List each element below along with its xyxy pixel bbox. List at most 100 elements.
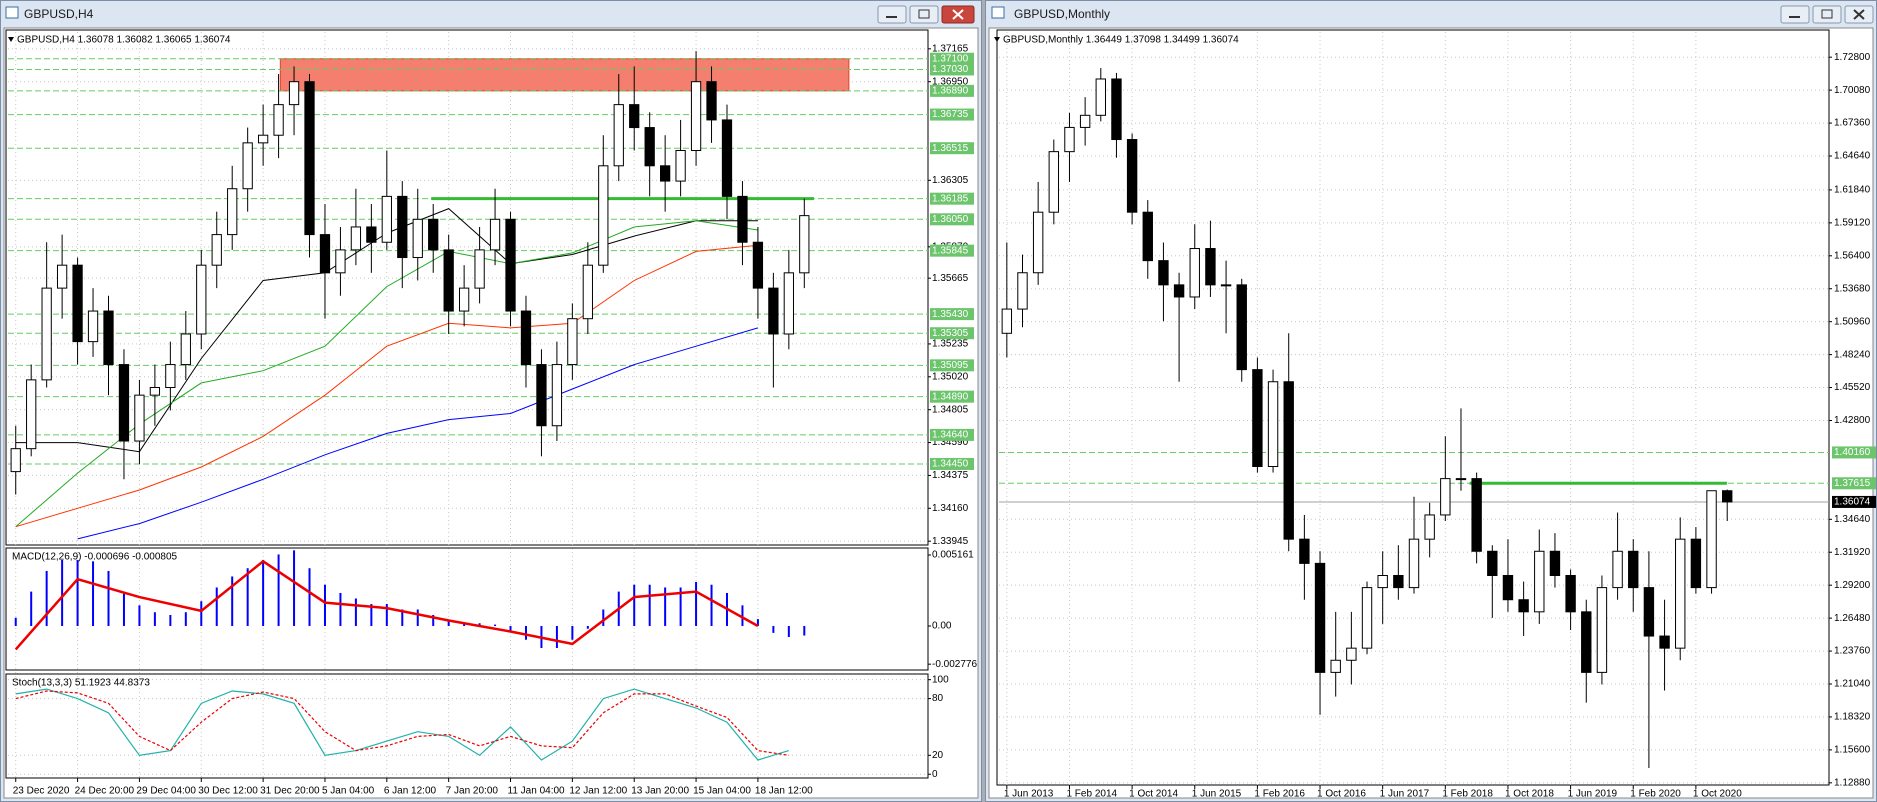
candle-body bbox=[227, 188, 238, 236]
y-tick-label: 1.35020 bbox=[932, 371, 969, 382]
candle-body bbox=[536, 364, 547, 427]
candle-body bbox=[1706, 490, 1717, 589]
candle-body bbox=[1032, 211, 1044, 274]
candle-body bbox=[474, 249, 485, 289]
macd-bar bbox=[586, 625, 589, 629]
y-tick-label: 1.33945 bbox=[932, 536, 969, 547]
time-label: 29 Dec 04:00 bbox=[136, 786, 196, 797]
candle-body bbox=[26, 379, 37, 450]
candle-body bbox=[1455, 478, 1467, 481]
candle-body bbox=[690, 81, 702, 152]
macd-bar bbox=[277, 554, 280, 626]
macd-bar bbox=[432, 614, 435, 626]
chart-area bbox=[988, 27, 1874, 799]
y-tick-label: 1.34590 bbox=[932, 437, 969, 448]
candle-body bbox=[1675, 538, 1686, 649]
minimize-button[interactable] bbox=[1780, 5, 1810, 24]
candle-body bbox=[1393, 574, 1404, 589]
y-tick-label: 1.53680 bbox=[1834, 283, 1871, 294]
time-label: 1 Feb 2018 bbox=[1442, 789, 1493, 800]
y-tick-label: 1.36950 bbox=[932, 76, 969, 87]
candle-body bbox=[1440, 478, 1451, 516]
y-tick-label: 1.37165 bbox=[932, 43, 969, 54]
candle-body bbox=[381, 195, 392, 243]
candle-body bbox=[1643, 587, 1655, 637]
candle-body bbox=[149, 387, 161, 396]
resistance-zone bbox=[279, 58, 850, 92]
price-label-box bbox=[930, 308, 974, 321]
macd-bar bbox=[45, 570, 48, 626]
macd-bar bbox=[122, 591, 125, 626]
candle-body bbox=[1142, 211, 1153, 262]
macd-bar bbox=[184, 612, 187, 626]
macd-bar bbox=[200, 601, 203, 626]
y-tick-label: 1.26480 bbox=[1834, 613, 1871, 624]
macd-bar bbox=[14, 617, 17, 626]
price-pane bbox=[996, 29, 1830, 786]
chart-info: GBPUSD,H4 1.36078 1.36082 1.36065 1.3607… bbox=[17, 35, 231, 46]
y-tick-label: 100 bbox=[932, 674, 949, 685]
candle-body bbox=[1596, 587, 1608, 673]
y-tick-label: 80 bbox=[932, 693, 944, 704]
macd-bar bbox=[571, 625, 574, 640]
y-tick-label: 1.34805 bbox=[932, 404, 969, 415]
candle-body bbox=[41, 287, 52, 381]
candle-body bbox=[1095, 78, 1106, 116]
y-tick-label: 1.72800 bbox=[1834, 52, 1871, 63]
y-tick-label: 1.36305 bbox=[932, 175, 969, 186]
price-label-box bbox=[1832, 477, 1876, 490]
macd-bar bbox=[772, 625, 775, 633]
y-tick-label: 1.12880 bbox=[1834, 777, 1871, 788]
candle-body bbox=[257, 134, 269, 144]
price-label: 1.37030 bbox=[932, 64, 969, 75]
candle-body bbox=[1361, 587, 1373, 649]
price-label: 1.35845 bbox=[932, 245, 969, 256]
minimize-button[interactable] bbox=[877, 5, 907, 24]
y-tick-label: 1.34160 bbox=[932, 503, 969, 514]
stoch-label: Stoch(13,3,3) 51.1923 44.8373 bbox=[12, 678, 150, 689]
price-label-box bbox=[930, 428, 974, 441]
window-title: GBPUSD,H4 bbox=[24, 7, 94, 21]
macd-bar bbox=[494, 624, 497, 626]
price-label: 1.37615 bbox=[1834, 478, 1871, 489]
time-label: 1 Oct 2016 bbox=[1317, 789, 1366, 800]
price-pane bbox=[5, 29, 929, 546]
candle-body bbox=[428, 218, 439, 251]
candle-body bbox=[706, 81, 717, 121]
macd-pane bbox=[5, 547, 929, 671]
macd-bar bbox=[92, 561, 95, 626]
maximize-button[interactable] bbox=[1812, 5, 1842, 24]
macd-bar bbox=[169, 614, 172, 626]
y-tick-label: 1.61840 bbox=[1834, 185, 1871, 196]
time-label: 11 Jan 04:00 bbox=[508, 786, 566, 797]
macd-bar bbox=[401, 609, 404, 626]
candle-body bbox=[87, 310, 99, 343]
price-label-box bbox=[930, 63, 974, 76]
time-label: 13 Jan 20:00 bbox=[631, 786, 689, 797]
time-label: 31 Dec 20:00 bbox=[260, 786, 320, 797]
maximize-button[interactable] bbox=[909, 5, 939, 24]
candle-body bbox=[1549, 550, 1561, 576]
macd-bar bbox=[385, 603, 388, 626]
close-icon bbox=[1853, 9, 1865, 20]
macd-bar bbox=[354, 598, 357, 626]
candle-body bbox=[1064, 126, 1075, 153]
candle-body bbox=[1126, 139, 1138, 213]
macd-bar bbox=[695, 581, 698, 626]
candle-body bbox=[1299, 538, 1310, 564]
candle-body bbox=[1330, 659, 1341, 673]
price-label-box bbox=[930, 327, 974, 340]
moving-average bbox=[77, 327, 759, 540]
y-tick-label: 1.34375 bbox=[932, 470, 969, 481]
price-label-box bbox=[930, 213, 974, 226]
candle-body bbox=[1424, 514, 1435, 540]
y-tick-label: 1.18320 bbox=[1834, 712, 1871, 723]
y-tick-label: 1.64640 bbox=[1834, 151, 1871, 162]
time-label: 5 Jan 04:00 bbox=[322, 786, 375, 797]
candle-body bbox=[304, 81, 315, 236]
time-label: 15 Jan 04:00 bbox=[693, 786, 751, 797]
candle-body bbox=[799, 215, 810, 274]
candle-body bbox=[520, 310, 532, 366]
time-label: 1 Oct 2020 bbox=[1693, 789, 1742, 800]
y-tick-label: 1.50960 bbox=[1834, 316, 1871, 327]
